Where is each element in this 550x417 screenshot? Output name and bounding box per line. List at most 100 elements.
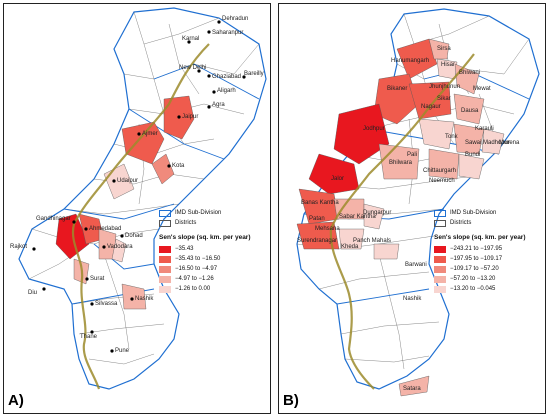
legend-class-row: −13.20 to −0.045: [434, 284, 526, 294]
legend-class-label: −13.20 to −0.045: [450, 286, 496, 292]
svg-text:Satara: Satara: [403, 386, 421, 392]
legend-b: IMD Sub-Division Districts Sen's slope (…: [434, 208, 526, 294]
svg-text:Agra: Agra: [212, 102, 225, 108]
svg-text:Rajkot: Rajkot: [10, 244, 27, 250]
svg-text:Sawai Madhopur: Sawai Madhopur: [465, 140, 510, 146]
svg-text:Surat: Surat: [90, 276, 105, 282]
svg-text:Jhunjhunun: Jhunjhunun: [429, 84, 460, 90]
svg-text:Bhiwani: Bhiwani: [459, 70, 480, 76]
legend-swatch: [159, 255, 171, 263]
svg-text:Bundi: Bundi: [465, 152, 480, 158]
legend-class-label: −109.17 to −57.20: [450, 266, 499, 272]
svg-text:Dausa: Dausa: [461, 108, 479, 114]
legend-class-label: −243.21 to −197.95: [450, 246, 503, 252]
svg-text:Patan: Patan: [309, 216, 325, 222]
svg-text:Banas Kantha: Banas Kantha: [301, 200, 339, 206]
district-labels: Hanumangarh Sirsa Hisar Bikaner Bhiwani …: [297, 46, 520, 392]
river-line: [329, 53, 475, 390]
legend-class-row: −16.50 to −4.97: [159, 264, 251, 274]
svg-text:Chittaurgarh: Chittaurgarh: [423, 168, 456, 174]
legend-class-label: −1.26 to 0.00: [175, 286, 211, 292]
legend-b-subdivision: IMD Sub-Division: [434, 208, 526, 218]
svg-text:Bareilly: Bareilly: [244, 71, 264, 77]
legend-b-districts: Districts: [434, 218, 526, 228]
svg-text:Sikar: Sikar: [437, 96, 451, 102]
svg-text:Udaipur: Udaipur: [117, 178, 138, 184]
svg-text:Mehsana: Mehsana: [315, 226, 340, 232]
svg-text:Jodhpur: Jodhpur: [363, 126, 385, 132]
svg-text:Kheda: Kheda: [341, 244, 359, 250]
svg-text:Hisar: Hisar: [441, 62, 455, 68]
legend-b-classes: −243.21 to −197.95 −197.95 to −109.17 −109…: [434, 244, 526, 294]
svg-text:Nashik: Nashik: [403, 296, 422, 302]
legend-class-label: −35.43 to −16.50: [175, 256, 221, 262]
svg-text:Ghaziabad: Ghaziabad: [212, 74, 241, 80]
svg-text:Silvassa: Silvassa: [95, 301, 118, 307]
svg-text:Neemuch: Neemuch: [429, 178, 455, 184]
legend-a-classes: −35.43 −35.43 to −16.50 −16.50 to −4.97 −4.…: [159, 244, 251, 294]
svg-text:Karnal: Karnal: [182, 36, 199, 42]
map-b-svg: Hanumangarh Sirsa Hisar Bikaner Bhiwani …: [296, 8, 540, 397]
legend-class-label: −4.97 to −1.26: [175, 276, 214, 282]
svg-text:Kota: Kota: [172, 163, 185, 169]
svg-text:New Delhi: New Delhi: [179, 65, 206, 71]
svg-text:Thane: Thane: [80, 334, 98, 340]
svg-text:Dehradun: Dehradun: [222, 16, 248, 22]
svg-text:Pali: Pali: [407, 152, 417, 158]
svg-text:Saharanpur: Saharanpur: [212, 30, 243, 36]
legend-swatch: [159, 285, 171, 293]
city-markers: Dehradun Saharanpur Karnal New Delhi Gha…: [10, 16, 264, 354]
svg-text:Diu: Diu: [28, 290, 37, 296]
svg-text:Jaipur: Jaipur: [182, 114, 198, 120]
legend-class-row: −35.43 to −16.50: [159, 254, 251, 264]
svg-text:Bhilwara: Bhilwara: [389, 160, 413, 166]
legend-class-label: −57.20 to −13.20: [450, 276, 496, 282]
svg-text:Surendranagar: Surendranagar: [297, 238, 337, 244]
svg-text:Tonk: Tonk: [445, 134, 459, 140]
legend-class-row: −35.43: [159, 244, 251, 254]
legend-class-label: −16.50 to −4.97: [175, 266, 218, 272]
legend-swatch: [434, 245, 446, 253]
panel-b-label: B): [283, 392, 299, 409]
svg-text:Morena: Morena: [499, 140, 520, 146]
legend-a-districts: Districts: [159, 218, 251, 228]
svg-text:Pune: Pune: [115, 348, 130, 354]
legend-class-label: −35.43: [175, 246, 194, 252]
legend-class-label: −197.95 to −109.17: [450, 256, 503, 262]
legend-class-row: −4.97 to −1.26: [159, 274, 251, 284]
legend-a-subdivision: IMD Sub-Division: [159, 208, 251, 218]
legend-swatch: [434, 275, 446, 283]
shaded-districts: [296, 38, 505, 397]
legend-swatch: [159, 245, 171, 253]
legend-b-title: Sen's slope (sq. km. per year): [434, 234, 526, 241]
svg-text:Panch Mahals: Panch Mahals: [353, 238, 391, 244]
river-line: [71, 43, 210, 390]
svg-text:Dungarpur: Dungarpur: [363, 210, 391, 216]
legend-class-row: −57.20 to −13.20: [434, 274, 526, 284]
svg-text:Karauli: Karauli: [475, 126, 494, 132]
svg-text:Jalor: Jalor: [331, 176, 344, 182]
svg-text:Nashik: Nashik: [135, 296, 154, 302]
svg-text:Aligarh: Aligarh: [217, 88, 236, 94]
map-panel-a: Dehradun Saharanpur Karnal New Delhi Gha…: [3, 3, 271, 414]
svg-text:Ajmer: Ajmer: [142, 131, 158, 137]
svg-text:Nagaur: Nagaur: [421, 104, 441, 110]
legend-class-row: −197.95 to −109.17: [434, 254, 526, 264]
svg-text:Barwani: Barwani: [405, 262, 427, 268]
svg-text:Bikaner: Bikaner: [387, 86, 407, 92]
svg-text:Sirsa: Sirsa: [437, 46, 451, 52]
legend-swatch: [434, 265, 446, 273]
svg-text:Hanumangarh: Hanumangarh: [391, 58, 429, 64]
legend-a-title: Sen's slope (sq. km. per year): [159, 234, 251, 241]
legend-swatch: [159, 265, 171, 273]
svg-text:Gandhinagar: Gandhinagar: [36, 216, 71, 222]
svg-text:Ahmedabad: Ahmedabad: [89, 226, 121, 232]
legend-class-row: −109.17 to −57.20: [434, 264, 526, 274]
panel-a-label: A): [8, 392, 24, 409]
legend-class-row: −1.26 to 0.00: [159, 284, 251, 294]
map-panel-b: Hanumangarh Sirsa Hisar Bikaner Bhiwani …: [278, 3, 546, 414]
legend-a: IMD Sub-Division Districts Sen's slope (…: [159, 208, 251, 294]
svg-text:Mewat: Mewat: [473, 86, 491, 92]
svg-text:Vadodara: Vadodara: [107, 244, 133, 250]
